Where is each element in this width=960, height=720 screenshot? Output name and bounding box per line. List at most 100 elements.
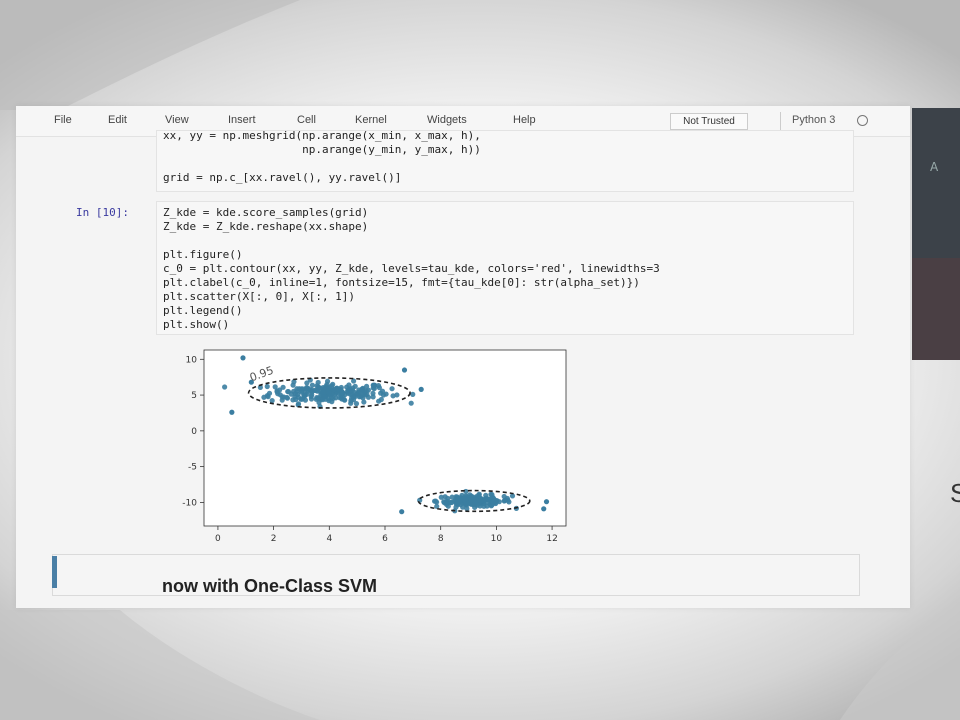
code-line-8: plt.legend() bbox=[163, 304, 243, 317]
scatter-point bbox=[341, 397, 347, 403]
scatter-point bbox=[463, 495, 469, 502]
scatter-point bbox=[464, 505, 470, 512]
scatter-point bbox=[449, 494, 455, 500]
x-tick-label: 4 bbox=[326, 534, 332, 542]
y-tick-label: -10 bbox=[182, 498, 197, 508]
scatter-point bbox=[272, 384, 278, 390]
scatter-point bbox=[315, 384, 321, 390]
code-line-7: plt.scatter(X[:, 0], X[:, 1]) bbox=[163, 290, 356, 303]
menu-insert[interactable]: Insert bbox=[228, 114, 256, 126]
y-tick-label: 0 bbox=[191, 427, 197, 437]
side-panel-top bbox=[912, 108, 960, 258]
jupyter-notebook: File Edit View Insert Cell Kernel Widget… bbox=[16, 106, 910, 608]
menu-help[interactable]: Help bbox=[513, 114, 536, 126]
y-tick-label: 5 bbox=[191, 391, 197, 401]
scatter-point bbox=[315, 379, 321, 386]
scatter-point bbox=[441, 500, 447, 506]
code-line-9: plt.show() bbox=[163, 318, 230, 331]
scatter-point bbox=[229, 409, 235, 415]
scatter-point bbox=[281, 394, 287, 400]
scatter-point bbox=[490, 494, 496, 500]
scatter-point bbox=[293, 396, 299, 403]
scatter-point bbox=[353, 401, 360, 407]
scatter-point bbox=[394, 392, 400, 398]
scatter-point bbox=[351, 378, 357, 384]
code-line-2: Z_kde = Z_kde.reshape(xx.shape) bbox=[163, 220, 369, 233]
scatter-point bbox=[399, 509, 405, 515]
scatter-point bbox=[359, 386, 365, 392]
scatter-point bbox=[315, 395, 322, 401]
scatter-point bbox=[389, 386, 395, 392]
scatter-point bbox=[222, 384, 228, 390]
density-contour bbox=[417, 489, 531, 513]
scatter-point bbox=[261, 394, 267, 400]
code-cell-input[interactable] bbox=[156, 201, 854, 335]
side-panel-text: A bbox=[930, 160, 939, 174]
scatter-point bbox=[449, 499, 455, 506]
scatter-point bbox=[320, 389, 326, 395]
kernel-name[interactable]: Python 3 bbox=[792, 114, 836, 126]
scatter-point bbox=[280, 384, 286, 390]
scatter-point bbox=[344, 384, 350, 390]
x-tick-label: 6 bbox=[382, 534, 388, 542]
menu-view[interactable]: View bbox=[165, 114, 189, 126]
scatter-point bbox=[361, 399, 367, 405]
scatter-point bbox=[240, 355, 246, 361]
menu-widgets[interactable]: Widgets bbox=[427, 114, 467, 126]
scatter-point bbox=[350, 394, 356, 400]
scatter-point bbox=[363, 388, 369, 394]
scatter-point bbox=[264, 383, 270, 390]
prev-code-cell[interactable] bbox=[156, 130, 854, 192]
scatter-point bbox=[309, 382, 315, 388]
x-tick-label: 12 bbox=[546, 534, 557, 542]
scatter-point bbox=[285, 389, 292, 395]
code-line-5: c_0 = plt.contour(xx, yy, Z_kde, levels=… bbox=[163, 262, 660, 275]
scatter-point bbox=[471, 497, 477, 503]
scatter-point bbox=[505, 497, 511, 503]
prev-code-line-2: np.arange(y_min, y_max, h)) bbox=[163, 143, 481, 156]
menu-cell[interactable]: Cell bbox=[297, 114, 316, 126]
scatter-point bbox=[269, 398, 275, 404]
menu-file[interactable]: File bbox=[54, 114, 72, 126]
scatter-point bbox=[308, 387, 315, 393]
density-contour bbox=[247, 377, 411, 409]
scatter-point bbox=[370, 390, 376, 396]
scatter-point bbox=[299, 396, 305, 402]
edge-glyph: S bbox=[950, 478, 960, 508]
scatter-point bbox=[509, 493, 516, 499]
y-tick-label: 10 bbox=[186, 355, 198, 365]
scatter-point bbox=[337, 395, 343, 401]
x-tick-label: 0 bbox=[215, 534, 221, 542]
scatter-point bbox=[410, 391, 416, 397]
scatter-point bbox=[481, 503, 487, 509]
scatter-point bbox=[340, 389, 346, 395]
markdown-heading: now with One-Class SVM bbox=[162, 576, 378, 596]
scatter-point bbox=[376, 398, 382, 404]
scatter-point bbox=[265, 394, 271, 400]
scatter-point bbox=[501, 493, 507, 500]
scatter-point bbox=[543, 499, 550, 505]
menu-kernel[interactable]: Kernel bbox=[355, 114, 387, 126]
scatter-point bbox=[359, 392, 365, 398]
scatter-point bbox=[467, 492, 473, 498]
trust-indicator-button[interactable]: Not Trusted bbox=[670, 113, 748, 130]
scatter-point bbox=[370, 382, 376, 388]
y-tick-label: -5 bbox=[188, 463, 197, 473]
scatter-point bbox=[303, 386, 309, 392]
menu-edit[interactable]: Edit bbox=[108, 114, 127, 126]
kernel-status-icon bbox=[857, 115, 868, 126]
prev-code-line-1: xx, yy = np.meshgrid(np.arange(x_min, x_… bbox=[163, 129, 481, 142]
markdown-cell[interactable] bbox=[52, 554, 860, 596]
scatter-point bbox=[434, 503, 440, 509]
scatter-point bbox=[490, 499, 496, 505]
scatter-point bbox=[351, 389, 357, 395]
scatter-point bbox=[291, 379, 297, 385]
scatter-point bbox=[248, 379, 254, 385]
code-line-4: plt.figure() bbox=[163, 248, 243, 261]
code-line-6: plt.clabel(c_0, inline=1, fontsize=15, f… bbox=[163, 276, 640, 289]
scatter-point bbox=[408, 400, 414, 406]
scatter-point bbox=[380, 392, 387, 398]
prev-code-line-4: grid = np.c_[xx.ravel(), yy.ravel()] bbox=[163, 171, 402, 184]
scatter-point bbox=[418, 386, 424, 392]
